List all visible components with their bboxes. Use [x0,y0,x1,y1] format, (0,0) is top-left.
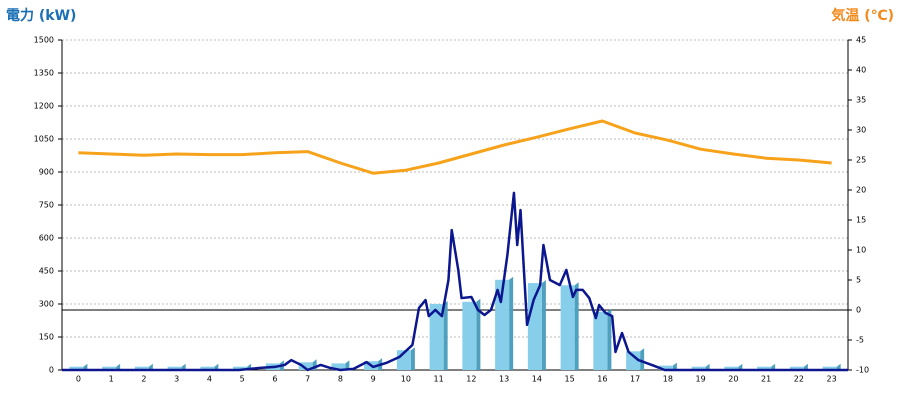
bar-side [83,363,88,370]
bar-side [705,363,710,370]
x-tick-label: 7 [305,375,310,384]
bar [233,366,248,370]
y2-tick-label: 15 [856,216,866,225]
bar [560,285,575,370]
bar-side [148,363,153,370]
line [62,191,848,372]
x-tick-label: 5 [240,375,245,384]
bar [331,363,346,370]
y-tick-label: 300 [39,300,54,309]
y-tick-label: 600 [39,234,54,243]
y2-tick-label: -5 [856,336,864,345]
bar [200,366,215,370]
x-tick-label: 1 [109,375,114,384]
bar-side [345,360,350,370]
bar-side [836,363,841,370]
y-tick-label: 0 [49,366,54,375]
y2-tick-label: 35 [856,96,866,105]
bar-side [476,298,481,370]
y-tick-label: 1350 [34,69,54,78]
x-tick-label: 8 [338,375,343,384]
y-axis-title: 電力 (kW) [6,7,76,24]
bar [462,301,477,370]
x-tick-label: 12 [466,375,476,384]
y-tick-label: 750 [39,201,54,210]
x-tick-label: 0 [76,375,81,384]
y2-tick-label: 40 [856,66,866,75]
y2-tick-label: 10 [856,246,866,255]
bar-side [214,363,219,370]
x-tick-label: 2 [141,375,146,384]
bar-side [738,363,743,370]
x-tick-label: 20 [728,375,738,384]
bar-side [410,347,415,370]
y2-tick-label: 45 [856,36,866,45]
x-tick-label: 19 [696,375,706,384]
bar [691,366,706,370]
bar-side [574,282,579,370]
x-tick-label: 4 [207,375,212,384]
bar [626,351,641,370]
bar-side [181,363,186,370]
x-tick-label: 17 [630,375,640,384]
y2-tick-label: 20 [856,186,866,195]
y-tick-label: 150 [39,333,54,342]
x-tick-label: 13 [499,375,509,384]
y2-tick-label: 25 [856,156,866,165]
y-tick-label: 1200 [34,102,54,111]
bar [789,366,804,370]
x-tick-label: 14 [532,375,542,384]
x-tick-label: 6 [272,375,277,384]
x-tick-label: 15 [565,375,575,384]
bar [69,366,84,370]
y2-tick-label: 30 [856,126,866,135]
bar-side [541,280,546,370]
bar-side [116,363,121,370]
y-tick-label: 1500 [34,36,54,45]
x-tick-label: 11 [434,375,444,384]
bar [102,366,117,370]
bar-side [640,348,645,370]
line [78,119,832,175]
y2-tick-label: -10 [856,366,869,375]
bar-side [607,308,612,370]
x-tick-label: 18 [663,375,673,384]
y-tick-label: 450 [39,267,54,276]
x-tick-label: 9 [371,375,376,384]
bar [298,362,313,370]
bar [822,366,837,370]
bar-side [443,301,448,370]
bar [593,311,608,370]
bar [167,366,182,370]
y2-tick-label: 5 [856,276,861,285]
y-tick-label: 900 [39,168,54,177]
x-tick-label: 3 [174,375,179,384]
y-tick-label: 1050 [34,135,54,144]
x-tick-label: 22 [794,375,804,384]
bar-side [803,363,808,370]
bar [495,279,510,370]
x-tick-label: 16 [597,375,607,384]
bar [658,365,673,370]
bar [757,366,772,370]
x-tick-label: 10 [401,375,411,384]
x-tick-label: 23 [827,375,837,384]
bar [724,366,739,370]
bar-side [771,363,776,370]
y2-tick-label: 0 [856,306,861,315]
x-tick-label: 21 [761,375,771,384]
bar [134,366,149,370]
bar-side [509,276,514,370]
bar-side [672,362,677,370]
bar [429,304,444,370]
y2-axis-title: 気温 (℃) [831,7,894,24]
